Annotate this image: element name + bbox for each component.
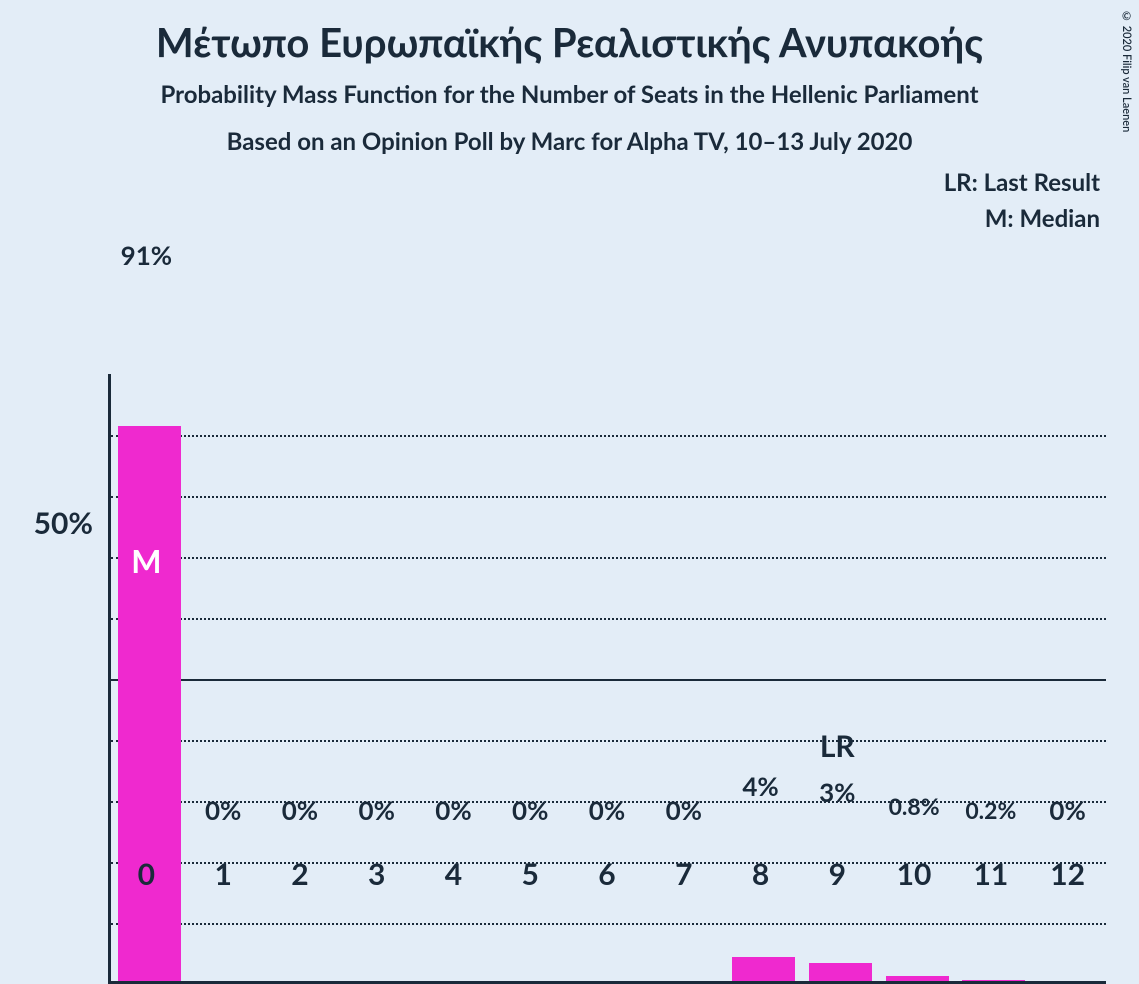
bar — [118, 426, 181, 981]
grid-line — [111, 496, 1106, 498]
grid-line — [111, 557, 1106, 559]
bar — [809, 963, 872, 981]
chart-title: Μέτωπο Ευρωπαϊκής Ρεαλιστικής Ανυπακοής — [0, 0, 1139, 66]
bar-value-label: 0% — [282, 794, 318, 826]
x-axis-label: 10 — [897, 856, 932, 892]
bar — [732, 957, 795, 981]
grid-line — [111, 923, 1106, 925]
x-axis-label: 2 — [291, 856, 308, 892]
grid-line — [111, 435, 1106, 437]
grid-line-solid — [111, 679, 1106, 681]
x-axis-label: 12 — [1050, 856, 1085, 892]
x-axis-label: 9 — [829, 856, 846, 892]
bar — [962, 980, 1025, 981]
bar-value-label: 4% — [742, 770, 778, 802]
chart-subtitle-2: Based on an Opinion Poll by Marc for Alp… — [0, 127, 1139, 156]
x-axis-label: 8 — [752, 856, 769, 892]
x-axis-label: 0 — [138, 856, 155, 892]
legend-last-result: LR: Last Result — [944, 168, 1100, 197]
bar-value-label: 0% — [666, 794, 702, 826]
x-axis-label: 7 — [675, 856, 692, 892]
bar-value-label: 0% — [435, 794, 471, 826]
copyright-text: © 2020 Filip van Laenen — [1120, 10, 1133, 132]
x-axis-label: 3 — [368, 856, 385, 892]
median-marker: M — [131, 541, 161, 580]
last-result-marker: LR — [820, 728, 855, 764]
bar-value-label: 0.8% — [889, 792, 940, 820]
bar-value-label: 0.2% — [965, 796, 1016, 824]
x-axis-label: 11 — [973, 856, 1008, 892]
x-axis-label: 4 — [445, 856, 462, 892]
x-axis-label: 1 — [214, 856, 231, 892]
grid-line — [111, 618, 1106, 620]
bar-value-label: 0% — [1049, 794, 1085, 826]
bar-value-label: 0% — [589, 794, 625, 826]
bar-value-label: 91% — [121, 239, 172, 271]
chart-subtitle-1: Probability Mass Function for the Number… — [0, 80, 1139, 109]
y-axis-label: 50% — [13, 505, 93, 541]
grid-line — [111, 740, 1106, 742]
bar-value-label: 0% — [205, 794, 241, 826]
bar — [886, 976, 949, 981]
x-axis-label: 6 — [598, 856, 615, 892]
legend-median: M: Median — [985, 204, 1100, 233]
bar-value-label: 0% — [512, 794, 548, 826]
bar-value-label: 3% — [819, 776, 855, 808]
x-axis-label: 5 — [522, 856, 539, 892]
bar-value-label: 0% — [358, 794, 394, 826]
plot-region — [108, 374, 1106, 984]
